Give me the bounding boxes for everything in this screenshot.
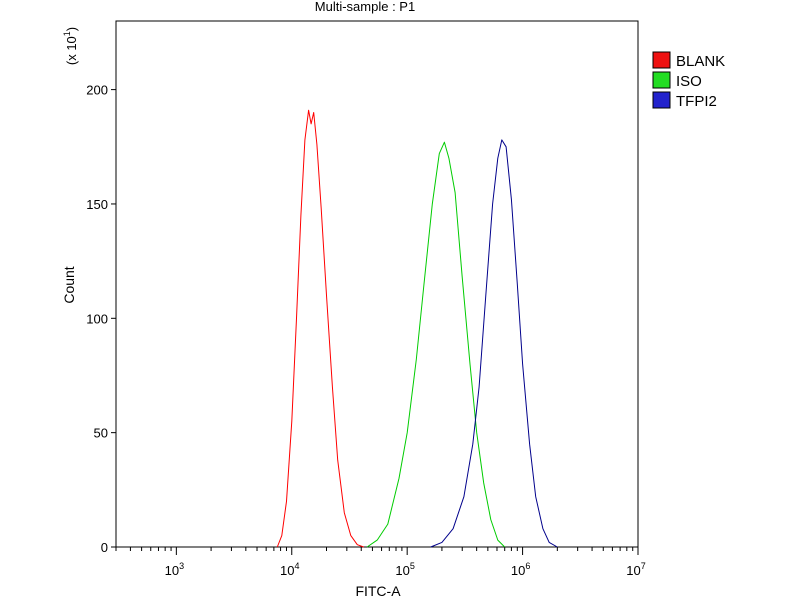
series-line-iso [366,141,506,548]
legend-label: TFPI2 [676,93,717,110]
x-tick-exponent: 4 [294,561,299,571]
legend: BLANK ISO TFPI2 [652,51,725,110]
x-tick-label: 106 [511,561,530,578]
x-axis-ticks: 103 104 105 106 107 [115,547,646,578]
x-tick-base: 10 [626,563,640,578]
series-line-blank [276,109,364,548]
legend-label: ISO [676,73,702,90]
y-tick-label: 200 [86,83,108,98]
y-tick-label: 50 [94,426,108,441]
x-tick-label: 107 [626,561,645,578]
x-tick-exponent: 6 [525,561,530,571]
series-lines [276,109,558,548]
x-tick-exponent: 3 [179,561,184,571]
x-tick-base: 10 [511,563,525,578]
y-tick-label: 100 [86,311,108,326]
y-multiplier-text: (x 10 [64,36,79,65]
y-tick-label: 0 [101,540,108,555]
y-tick-label: 150 [86,197,108,212]
y-multiplier-close: ) [64,27,79,31]
chart-title: Multi-sample : P1 [315,0,415,14]
x-tick-base: 10 [280,563,294,578]
y-axis-ticks: 0 50 100 150 200 [86,83,116,555]
y-multiplier-label: (x 101) [62,27,79,65]
series-line-tfpi2 [430,139,558,548]
x-tick-label: 104 [280,561,299,578]
x-tick-label: 103 [165,561,184,578]
plot-frame [115,20,639,548]
x-tick-exponent: 5 [410,561,415,571]
svg-text:(x 101): (x 101) [62,27,79,65]
x-tick-label: 105 [395,561,414,578]
legend-swatch [652,71,671,89]
x-tick-exponent: 7 [641,561,646,571]
x-axis-label: FITC-A [355,583,401,599]
legend-label: BLANK [676,53,725,70]
x-tick-base: 10 [165,563,179,578]
legend-swatch [652,51,671,69]
y-multiplier-exponent: 1 [62,31,72,36]
y-axis-label: Count [61,266,77,303]
legend-swatch [652,91,671,109]
x-tick-base: 10 [395,563,409,578]
